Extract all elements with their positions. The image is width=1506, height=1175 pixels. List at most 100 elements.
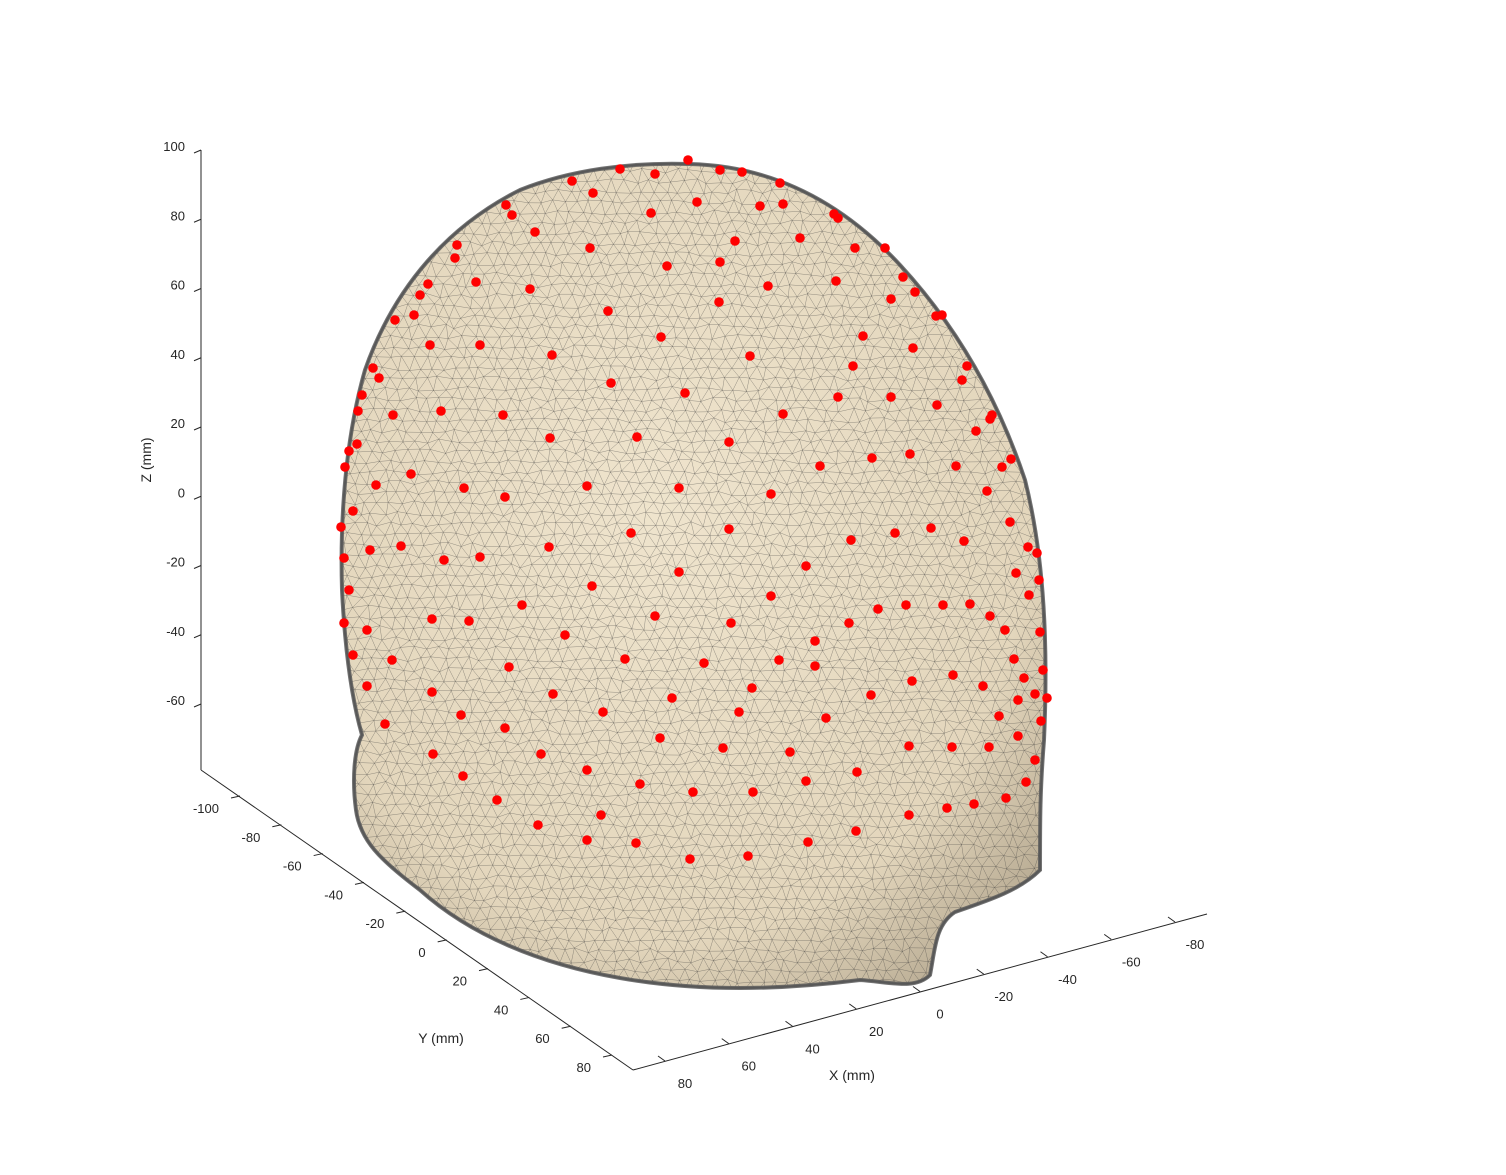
z-tick <box>193 357 202 362</box>
electrode-point <box>886 392 896 402</box>
electrode-point <box>674 483 684 493</box>
electrode-point <box>778 409 788 419</box>
electrode-point <box>533 820 543 830</box>
electrode-point <box>926 523 936 533</box>
electrode-point <box>688 787 698 797</box>
electrode-point <box>450 253 460 263</box>
electrode-point <box>1006 454 1016 464</box>
electrode-point <box>1035 627 1045 637</box>
electrode-point <box>867 453 877 463</box>
electrode-point <box>962 361 972 371</box>
electrode-point <box>801 776 811 786</box>
electrode-point <box>851 826 861 836</box>
electrode-point <box>1030 689 1040 699</box>
electrode-point <box>880 243 890 253</box>
electrode-point <box>938 600 948 610</box>
electrode-point <box>763 281 773 291</box>
head-surface <box>340 162 1047 989</box>
electrode-point <box>901 600 911 610</box>
electrode-point <box>374 373 384 383</box>
electrode-point <box>898 272 908 282</box>
electrode-point <box>951 461 961 471</box>
electrode-point <box>582 835 592 845</box>
electrode-point <box>886 294 896 304</box>
electrode-point <box>844 618 854 628</box>
electrode-point <box>415 290 425 300</box>
electrode-point <box>452 240 462 250</box>
electrode-point <box>423 279 433 289</box>
electrode-point <box>439 555 449 565</box>
electrode-point <box>585 243 595 253</box>
electrode-point <box>501 200 511 210</box>
electrode-point <box>747 683 757 693</box>
z-tick-label: 40 <box>171 347 185 362</box>
electrode-point <box>459 483 469 493</box>
electrode-point <box>626 528 636 538</box>
electrode-point <box>1042 693 1052 703</box>
y-tick <box>313 853 323 857</box>
x-tick <box>912 986 921 992</box>
z-axis-label: Z (mm) <box>138 437 154 482</box>
electrode-point <box>582 765 592 775</box>
electrode-point <box>699 658 709 668</box>
z-tick-label: 0 <box>178 485 185 500</box>
x-tick-label: -80 <box>1186 937 1205 952</box>
electrode-point <box>1001 793 1011 803</box>
x-tick <box>657 1055 666 1062</box>
electrode-point <box>606 378 616 388</box>
electrode-point <box>598 707 608 717</box>
y-tick <box>561 1025 571 1029</box>
electrode-point <box>650 169 660 179</box>
electrode-point <box>997 462 1007 472</box>
electrode-point <box>683 155 693 165</box>
electrode-point <box>815 461 825 471</box>
electrode-point <box>498 410 508 420</box>
z-tick-label: -60 <box>166 693 185 708</box>
electrode-point <box>631 838 641 848</box>
x-tick-label: -40 <box>1058 972 1077 987</box>
electrode-point <box>766 489 776 499</box>
x-axis-ticks: 80 60 40 20 0 -20 -40 -60 -80 <box>657 916 1205 1091</box>
z-tick <box>193 426 202 431</box>
electrode-point <box>957 375 967 385</box>
electrode-point <box>1032 548 1042 558</box>
y-tick-label: -60 <box>283 859 302 874</box>
y-tick <box>396 910 406 914</box>
electrode-point <box>560 630 570 640</box>
y-tick-label: -20 <box>366 916 385 931</box>
electrode-point <box>615 164 625 174</box>
electrode-point <box>730 236 740 246</box>
electrode-point <box>774 655 784 665</box>
electrode-point <box>890 528 900 538</box>
y-tick <box>602 1054 613 1058</box>
electrode-point <box>985 414 995 424</box>
electrode-point <box>982 486 992 496</box>
electrode-point <box>371 480 381 490</box>
electrode-point <box>969 799 979 809</box>
electrode-point <box>667 693 677 703</box>
electrode-point <box>908 343 918 353</box>
electrode-point <box>1038 665 1048 675</box>
electrode-point <box>942 803 952 813</box>
electrode-point <box>352 439 362 449</box>
electrode-point <box>368 363 378 373</box>
electrode-point <box>428 749 438 759</box>
electrode-point <box>390 315 400 325</box>
electrode-point <box>737 167 747 177</box>
electrode-point <box>852 767 862 777</box>
electrode-point <box>348 650 358 660</box>
z-tick <box>193 565 202 569</box>
electrode-point <box>1019 673 1029 683</box>
x-tick-label: 0 <box>936 1007 943 1022</box>
electrode-point <box>567 176 577 186</box>
electrode-point <box>475 552 485 562</box>
electrode-point <box>1021 777 1031 787</box>
z-tick-label: 60 <box>171 278 185 293</box>
electrode-point <box>425 340 435 350</box>
electrode-point <box>810 636 820 646</box>
z-tick <box>193 149 202 154</box>
x-tick-label: -20 <box>994 989 1013 1004</box>
electrode-point <box>456 710 466 720</box>
electrode-point <box>662 261 672 271</box>
